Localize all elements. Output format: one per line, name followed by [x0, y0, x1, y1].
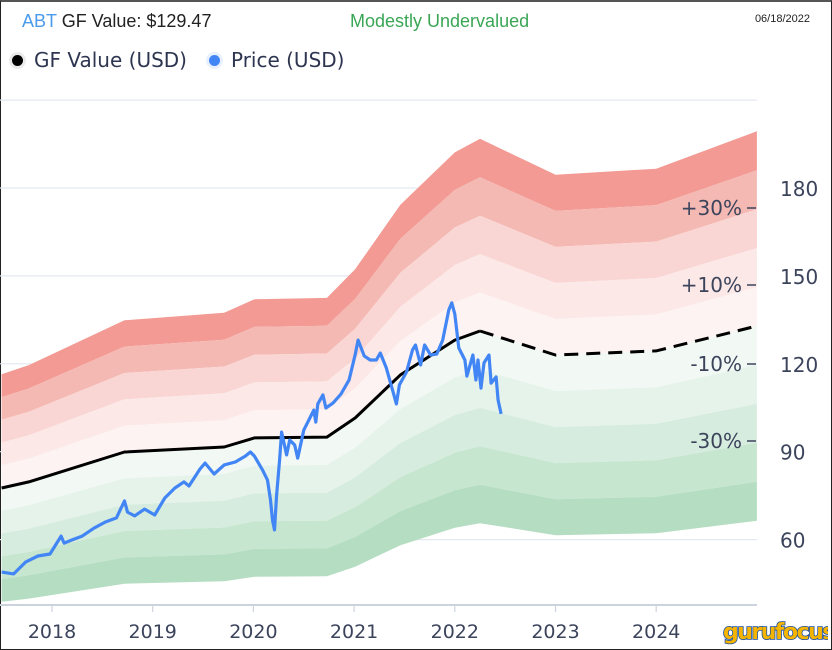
band-label: -10% [690, 352, 742, 376]
y-tick-label: 60 [780, 529, 805, 553]
y-tick-label: 180 [780, 177, 818, 201]
y-tick-label: 120 [780, 353, 818, 377]
x-tick-label: 2022 [431, 621, 479, 643]
valuation-band [1, 287, 757, 488]
x-tick-label: 2021 [330, 621, 378, 643]
x-tick-label: 2019 [129, 621, 177, 643]
series-lines [1, 301, 758, 576]
valuation-band [1, 403, 757, 557]
x-tick-label: 2018 [28, 621, 76, 643]
chart-header: ABT GF Value: $129.47 [22, 11, 211, 32]
valuation-status: Modestly Undervalued [350, 11, 530, 31]
valuation-bands [1, 131, 757, 602]
valuation-band [1, 364, 757, 534]
valuation-band [1, 209, 757, 443]
legend: GF Value (USD) Price (USD) [12, 48, 366, 72]
legend-dot-icon [12, 54, 23, 66]
gf-value-projection-line [479, 324, 758, 357]
legend-item-price[interactable]: Price (USD) [208, 48, 345, 72]
x-tick-label: 2023 [531, 621, 579, 643]
valuation-band [1, 442, 757, 579]
x-tick-label: 2024 [632, 621, 680, 643]
band-label: +10% [681, 273, 742, 297]
valuation-band [1, 131, 757, 398]
legend-label: GF Value (USD) [34, 48, 187, 72]
band-label: -30% [690, 429, 742, 453]
gf-value-line [1, 329, 481, 490]
y-tick-label: 90 [780, 441, 805, 465]
axis-labels: 2018 2019 2020 2021 2022 2023 2024 60 90 120 150 18… [28, 177, 818, 643]
gurufocus-logo: gurufocus [722, 619, 828, 646]
legend-label: Price (USD) [230, 48, 345, 72]
legend-dot-icon [208, 54, 220, 66]
y-tick-label: 150 [780, 265, 818, 289]
price-line [1, 301, 503, 576]
gf-value-text: GF Value: $129.47 [56, 11, 212, 31]
valuation-band [1, 481, 757, 602]
valuation-band [1, 170, 757, 420]
legend-item-gf-value[interactable]: GF Value (USD) [12, 48, 187, 72]
logo-text: gurufocus [723, 620, 828, 645]
axes [0, 604, 757, 612]
x-tick-label: 2020 [229, 621, 277, 643]
date-label: 06/18/2022 [754, 13, 810, 25]
ticker-symbol[interactable]: ABT [22, 11, 57, 31]
valuation-band [1, 326, 757, 511]
band-label: +30% [681, 196, 742, 220]
